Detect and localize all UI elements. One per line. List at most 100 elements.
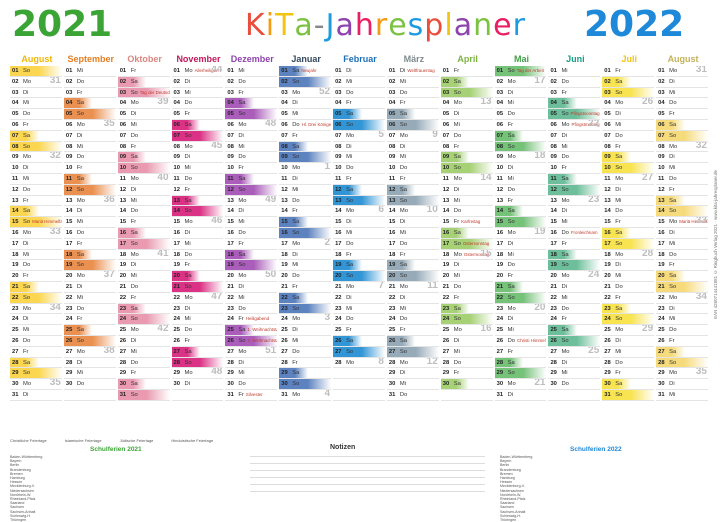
day-cell[interactable]: 12 So (225, 184, 278, 196)
day-cell[interactable]: 01 Mi (63, 66, 116, 77)
day-cell[interactable]: 20 Mo 50 (225, 271, 278, 282)
day-cell[interactable]: 02 So (279, 76, 332, 88)
day-cell[interactable]: 23 Di (171, 304, 224, 315)
day-cell[interactable]: 19 So (225, 260, 278, 272)
day-cell[interactable]: 05 So (63, 109, 116, 120)
day-cell[interactable]: 01 So Tag der Arbeit (494, 66, 547, 77)
day-cell[interactable]: 21 Di (225, 282, 278, 293)
day-cell[interactable]: 12 Mi (279, 185, 332, 196)
day-cell[interactable]: 02 Di (656, 77, 708, 88)
day-cell[interactable]: 29 So (10, 368, 62, 380)
day-cell[interactable]: 21 Fr (279, 282, 332, 293)
day-cell[interactable] (333, 368, 385, 380)
day-cell[interactable]: 02 Mi (386, 77, 439, 88)
day-cell[interactable]: 19 Di (117, 260, 170, 272)
day-cell[interactable]: 23 Sa (440, 303, 493, 315)
day-cell[interactable]: 05 Di (602, 109, 655, 120)
day-cell[interactable]: 21 Sa (10, 282, 62, 293)
day-cell[interactable]: 18 Fr (386, 250, 439, 261)
day-cell[interactable]: 03 Di (10, 88, 62, 99)
day-cell[interactable]: 12 Sa (386, 184, 439, 196)
day-cell[interactable]: 14 So (171, 206, 224, 218)
day-cell[interactable]: 06 So (333, 120, 385, 131)
day-cell[interactable]: 04 Sa (63, 98, 116, 110)
day-cell[interactable]: 30 Sa (602, 379, 655, 390)
day-cell[interactable]: 06 Fr (10, 120, 62, 131)
day-cell[interactable]: 28 Mo 12 (386, 358, 439, 369)
day-cell[interactable]: 06 So (386, 120, 439, 131)
day-cell[interactable]: 09 Do (548, 152, 601, 164)
day-cell[interactable]: 14 Sa (10, 206, 62, 218)
day-cell[interactable] (63, 390, 116, 401)
day-cell[interactable]: 05 Fr (171, 109, 224, 120)
day-cell[interactable]: 24 Fr Heiligabend (225, 314, 278, 326)
day-cell[interactable]: 18 Mo 41 (117, 250, 170, 261)
day-cell[interactable]: 26 So (63, 336, 116, 347)
day-cell[interactable]: 24 So (440, 314, 493, 326)
day-cell[interactable]: 23 Sa (602, 303, 655, 315)
day-cell[interactable]: 07 Sa (494, 130, 547, 142)
day-cell[interactable]: 28 Di (63, 358, 116, 369)
day-cell[interactable]: 14 Do (602, 206, 655, 218)
day-cell[interactable]: 08 Fr (602, 142, 655, 153)
day-cell[interactable]: 23 Do (63, 304, 116, 315)
day-cell[interactable]: 09 Do (225, 152, 278, 164)
day-cell[interactable]: 19 So (548, 260, 601, 272)
day-cell[interactable]: 07 Di (548, 131, 601, 142)
day-cell[interactable]: 05 Di (440, 109, 493, 120)
day-cell[interactable]: 11 Mo 40 (117, 174, 170, 185)
day-cell[interactable]: 04 Do (656, 98, 708, 110)
day-cell[interactable]: 18 Mi (494, 250, 547, 261)
day-cell[interactable]: 25 Mi (10, 325, 62, 336)
day-cell[interactable]: 07 Mo 5 (333, 131, 385, 142)
day-cell[interactable]: 08 So (494, 141, 547, 153)
day-cell[interactable]: 12 Do (494, 185, 547, 196)
day-cell[interactable]: 16 Mo 19 (494, 228, 547, 239)
day-cell[interactable]: 15 Mi (225, 217, 278, 228)
day-cell[interactable]: 28 Fr (279, 358, 332, 369)
day-cell[interactable]: 15 Fr Karfreitag (440, 217, 493, 228)
day-cell[interactable]: 30 Mo 35 (10, 379, 62, 390)
day-cell[interactable]: 15 Di (386, 217, 439, 228)
day-cell[interactable]: 09 Mo 32 (10, 152, 62, 164)
day-cell[interactable]: 10 Fr (548, 163, 601, 174)
day-cell[interactable]: 15 Di (333, 217, 385, 228)
day-cell[interactable]: 29 Mi (63, 368, 116, 380)
day-cell[interactable]: 09 Di (171, 152, 224, 164)
day-cell[interactable]: 21 Do (440, 282, 493, 293)
day-cell[interactable]: 16 Do Fronleichnam (548, 228, 601, 239)
day-cell[interactable]: 07 Di (225, 131, 278, 142)
day-cell[interactable]: 25 Do (171, 325, 224, 336)
day-cell[interactable]: 01 Mi (225, 66, 278, 77)
day-cell[interactable]: 03 Fr (548, 88, 601, 99)
day-cell[interactable]: 01 Fr (602, 66, 655, 77)
day-cell[interactable]: 20 Fr (494, 271, 547, 282)
day-cell[interactable]: 14 Do (440, 206, 493, 218)
day-cell[interactable]: 14 Di (548, 206, 601, 218)
day-cell[interactable]: 17 Do (386, 239, 439, 250)
day-cell[interactable]: 30 Do (548, 379, 601, 390)
day-cell[interactable]: 25 Mo 42 (117, 325, 170, 336)
day-cell[interactable]: 02 Sa (602, 76, 655, 88)
day-cell[interactable]: 17 So (602, 238, 655, 250)
day-cell[interactable]: 29 Sa (279, 368, 332, 380)
day-cell[interactable]: 08 Sa (279, 141, 332, 153)
day-cell[interactable]: 20 Do (279, 271, 332, 282)
day-cell[interactable]: 02 Do (63, 77, 116, 88)
day-cell[interactable]: 04 Di (279, 98, 332, 110)
day-cell[interactable]: 02 Mi (333, 77, 385, 88)
day-cell[interactable]: 16 So (279, 228, 332, 239)
day-cell[interactable]: 22 Mi (225, 293, 278, 304)
day-cell[interactable]: 13 So (386, 195, 439, 207)
day-cell[interactable]: 18 Sa (63, 249, 116, 261)
day-cell[interactable]: 15 Sa (279, 217, 332, 228)
day-cell[interactable]: 06 Fr (494, 120, 547, 131)
day-cell[interactable]: 03 Mi (656, 88, 708, 99)
day-cell[interactable]: 28 So (171, 357, 224, 369)
day-cell[interactable]: 05 Fr (656, 109, 708, 120)
day-cell[interactable]: 15 Mo 46 (171, 217, 224, 228)
day-cell[interactable]: 12 Do (10, 185, 62, 196)
day-cell[interactable]: 28 Di (225, 358, 278, 369)
day-cell[interactable]: 03 Fr (225, 88, 278, 99)
